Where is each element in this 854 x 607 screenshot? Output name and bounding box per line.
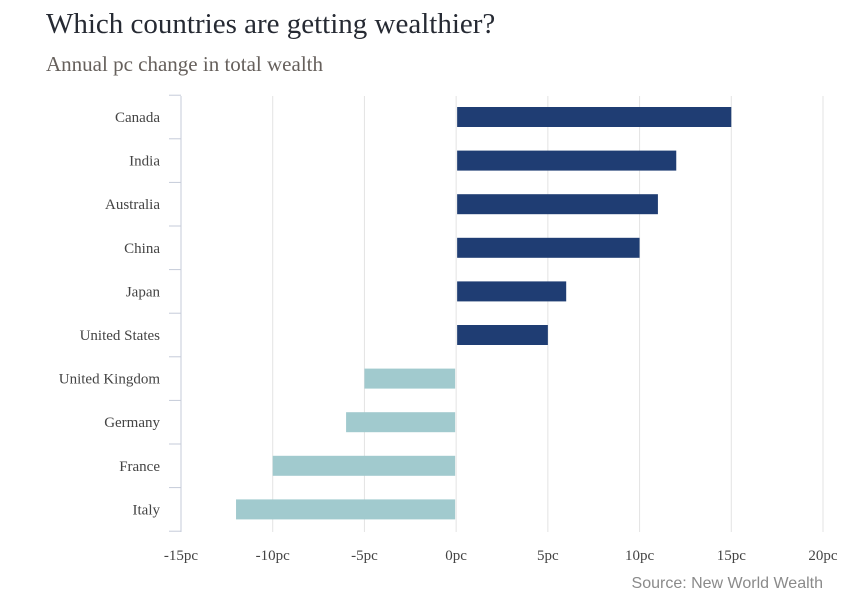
source-note: Source: New World Wealth (631, 575, 823, 592)
bar-australia (457, 194, 658, 215)
x-tick-label: 0pc (445, 548, 467, 564)
category-label-united-kingdom: United Kingdom (59, 372, 161, 388)
chart-title: Which countries are getting wealthier? (46, 8, 496, 40)
category-label-india: India (129, 154, 160, 170)
bar-china (457, 237, 640, 258)
bar-japan (457, 281, 567, 302)
x-tick-label: 15pc (717, 548, 747, 564)
chart-subtitle: Annual pc change in total wealth (46, 52, 323, 76)
x-tick-label: 20pc (808, 548, 838, 564)
category-label-france: France (119, 459, 160, 475)
category-label-germany: Germany (104, 415, 160, 431)
category-label-australia: Australia (105, 197, 160, 213)
x-tick-label: 10pc (625, 548, 655, 564)
bar-india (457, 150, 677, 171)
category-label-china: China (124, 241, 160, 257)
category-label-japan: Japan (126, 284, 161, 300)
bar-united-kingdom (364, 368, 456, 389)
x-tick-label: 5pc (537, 548, 559, 564)
x-tick-label: -15pc (164, 548, 198, 564)
category-label-united-states: United States (80, 328, 161, 344)
x-tick-label: -10pc (256, 548, 290, 564)
bar-canada (457, 107, 732, 127)
bar-italy (236, 499, 456, 520)
bar-united-states (457, 325, 548, 345)
category-label-italy: Italy (133, 502, 161, 518)
x-tick-label: -5pc (351, 548, 378, 564)
category-label-canada: Canada (115, 110, 160, 126)
bar-germany (346, 412, 456, 433)
bar-france (272, 455, 456, 476)
